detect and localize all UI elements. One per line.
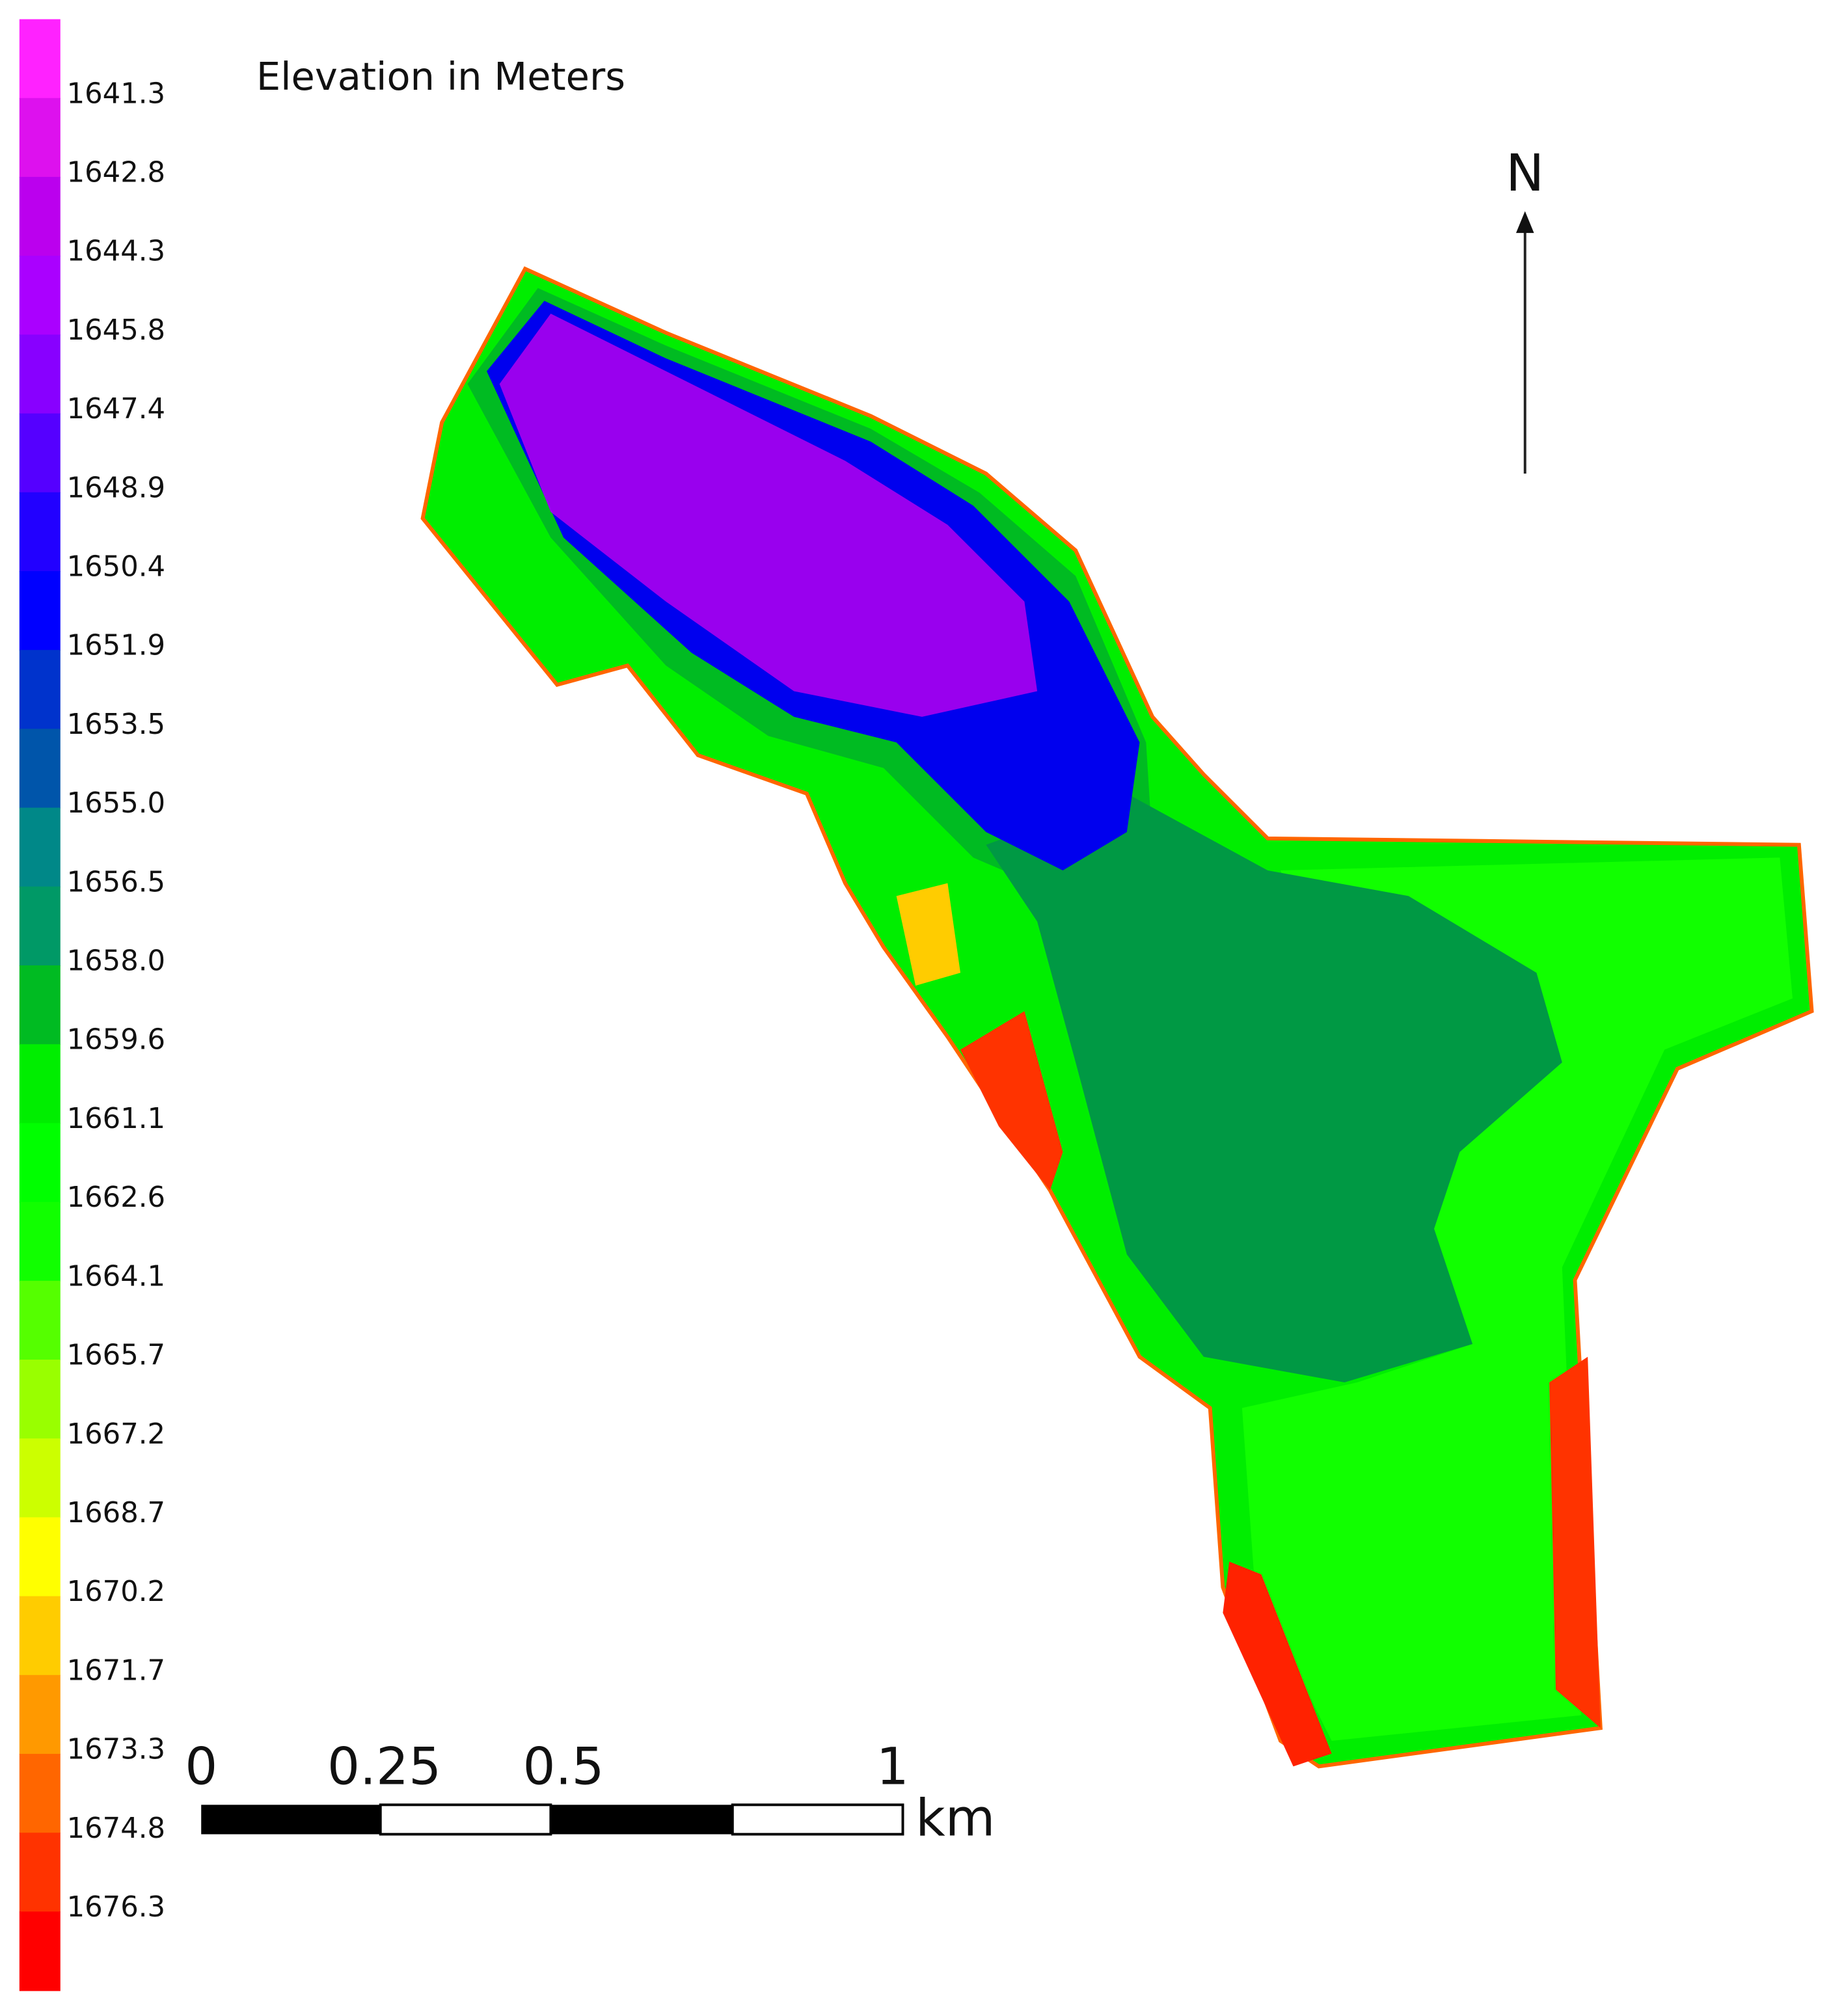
scale-segment: [201, 1805, 381, 1835]
legend-band: [19, 1911, 61, 1991]
scale-unit: km: [915, 1788, 995, 1848]
legend-band: [19, 571, 61, 651]
legend-label: 1670.2: [67, 1576, 165, 1608]
legend-label: 1662.6: [67, 1181, 165, 1214]
legend-label: 1673.3: [67, 1734, 165, 1766]
legend-band: [19, 19, 61, 99]
legend-label: 1667.2: [67, 1418, 165, 1451]
legend-label: 1644.3: [67, 235, 165, 268]
legend-label: 1671.7: [67, 1654, 165, 1687]
legend-band: [19, 1123, 61, 1203]
scale-label: 1: [876, 1737, 909, 1797]
legend-band: [19, 1674, 61, 1755]
legend-band: [19, 1754, 61, 1834]
scale-bar: 0 0.25 0.5 1 km: [185, 1737, 995, 1848]
scale-label: 0.25: [327, 1737, 441, 1797]
legend-band: [19, 886, 61, 966]
legend-band: [19, 807, 61, 887]
legend-label: 1648.9: [67, 472, 165, 504]
legend-label: 1653.5: [67, 708, 165, 741]
legend-band: [19, 1280, 61, 1360]
scale-segment: [731, 1803, 904, 1836]
legend-band: [19, 256, 61, 336]
legend-band: [19, 413, 61, 493]
north-arrowhead: [1515, 211, 1534, 234]
legend-band: [19, 492, 61, 572]
terrain: [420, 266, 1814, 1769]
legend-label: 1650.4: [67, 551, 165, 584]
legend-title: Elevation in Meters: [256, 54, 625, 99]
high-ground: [896, 883, 961, 986]
legend-label: 1674.8: [67, 1812, 165, 1845]
legend-label: 1676.3: [67, 1891, 165, 1924]
legend-band: [19, 98, 61, 178]
scale-label: 0: [185, 1737, 217, 1797]
legend-label: 1651.9: [67, 630, 165, 662]
lake-purple: [499, 314, 1038, 717]
legend-band: [19, 1438, 61, 1518]
legend-label: 1665.7: [67, 1339, 165, 1372]
scale-segment: [550, 1805, 733, 1835]
legend-label: 1655.0: [67, 787, 165, 820]
scale-segment: [379, 1803, 552, 1836]
legend-label: 1664.1: [67, 1260, 165, 1293]
legend-band: [19, 1517, 61, 1597]
legend-band: [19, 1044, 61, 1124]
legend-band: [19, 1833, 61, 1913]
legend-label: 1642.8: [67, 156, 165, 189]
legend-label: 1659.6: [67, 1024, 165, 1056]
legend-bar: [19, 19, 61, 1991]
legend-label: 1656.5: [67, 866, 165, 898]
legend-band: [19, 1596, 61, 1676]
legend-band: [19, 334, 61, 414]
legend-label: 1647.4: [67, 393, 165, 425]
legend-band: [19, 729, 61, 809]
high-ground: [1223, 1561, 1332, 1767]
legend-band: [19, 176, 61, 257]
legend-band: [19, 650, 61, 730]
high-ground: [960, 1011, 1063, 1190]
legend-label: 1641.3: [67, 77, 165, 110]
legend-label: 1645.8: [67, 314, 165, 347]
legend-label: 1658.0: [67, 945, 165, 978]
legend-band: [19, 965, 61, 1045]
legend-label: 1668.7: [67, 1497, 165, 1529]
scale-label: 0.5: [522, 1737, 604, 1797]
legend-band: [19, 1360, 61, 1440]
terrain-flat: [986, 793, 1562, 1383]
north-label: N: [1506, 143, 1544, 203]
high-ground: [1549, 1356, 1601, 1728]
legend-band: [19, 1202, 61, 1282]
legend-label: 1661.1: [67, 1103, 165, 1135]
